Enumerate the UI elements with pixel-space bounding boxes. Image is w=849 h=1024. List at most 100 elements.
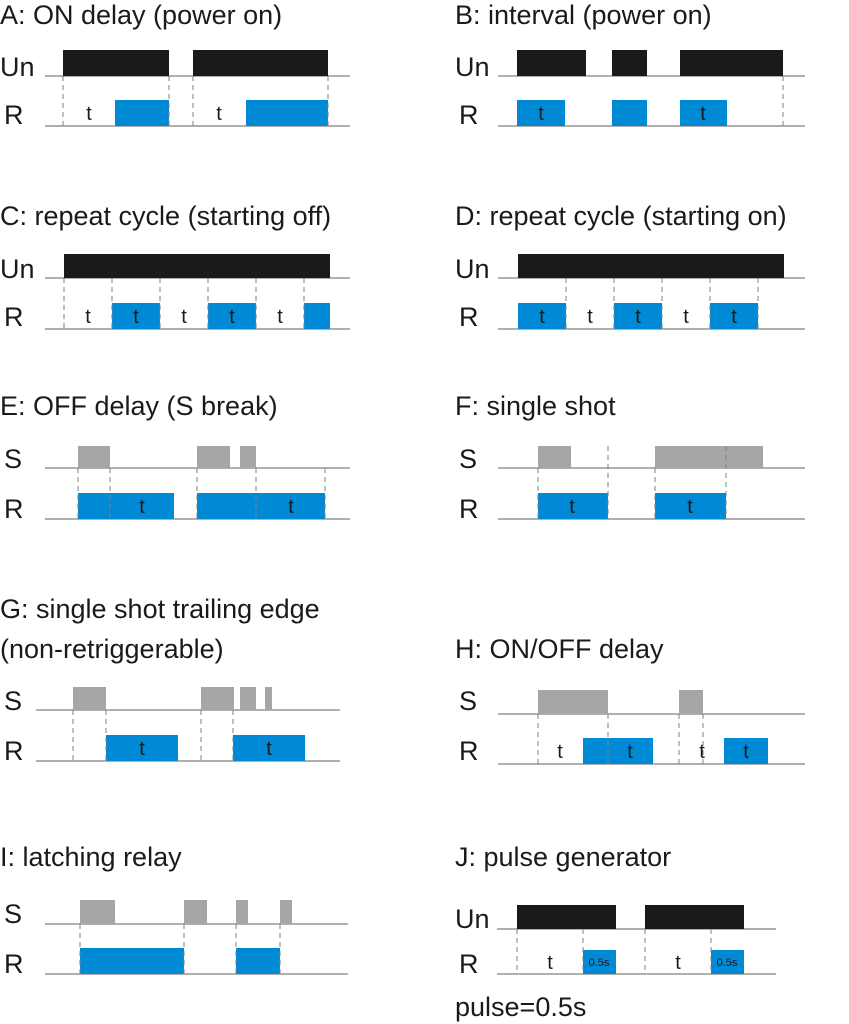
panel-i-s-pulse (280, 900, 292, 924)
panel-g-signal-s-label: S (4, 686, 22, 716)
panel-e-signal-r-label: R (4, 494, 24, 524)
panel-f-r-pulse (538, 493, 608, 519)
panel-f-time-label: t (687, 496, 693, 518)
panel-j-pulse-label: 0.5s (717, 957, 738, 969)
panel-h-time-label: t (699, 741, 705, 763)
panel-j-pulse-label: 0.5s (589, 957, 610, 969)
panel-e: E: OFF delay (S break) S R t t (0, 391, 350, 524)
panel-i: I: latching relay S R (0, 842, 348, 979)
panel-c-time-label: t (277, 306, 283, 328)
panel-g: G: single shot trailing edge (non-retrig… (0, 594, 340, 766)
panel-g-time-label: t (139, 738, 145, 760)
panel-f-signal-s-label: S (459, 444, 477, 474)
panel-j-r-pulse (711, 950, 744, 974)
panel-e-r-pulse (197, 493, 325, 519)
panel-b-r-pulse (680, 100, 727, 126)
panel-h-time-label: t (743, 741, 749, 763)
panel-g-s-pulse (265, 687, 272, 710)
panel-d-time-label: t (731, 306, 737, 328)
panel-d-un-pulse (518, 254, 784, 278)
panel-a-title: A: ON delay (power on) (0, 0, 282, 30)
panel-f-signal-r-label: R (459, 494, 479, 524)
panel-c-time-label: t (181, 306, 187, 328)
panel-d: D: repeat cycle (starting on) Un R t t t… (455, 201, 805, 332)
panel-a-signal-un-label: Un (0, 52, 35, 82)
panel-d-r-pulse (710, 303, 758, 329)
panel-h-signal-s-label: S (459, 686, 477, 716)
panel-i-r-pulse (80, 948, 184, 974)
panel-i-s-pulse (80, 900, 115, 924)
panel-f-s-pulse (655, 446, 763, 468)
panel-c-r-pulse (304, 303, 330, 329)
panel-h-s-pulse (679, 690, 703, 714)
panel-a-time-label: t (86, 103, 92, 125)
panel-f-s-pulse (538, 446, 571, 468)
panel-h-title: H: ON/OFF delay (455, 634, 664, 664)
panel-a-time-label: t (216, 103, 222, 125)
panel-d-title: D: repeat cycle (starting on) (455, 201, 787, 231)
panel-e-s-pulse (78, 446, 110, 468)
panel-a: A: ON delay (power on) Un R t t (0, 0, 350, 130)
panel-c: C: repeat cycle (starting off) Un R t t … (0, 201, 350, 332)
panel-b-signal-un-label: Un (455, 52, 490, 82)
panel-h-s-pulse (538, 690, 608, 714)
panel-e-signal-s-label: S (4, 444, 22, 474)
panel-b-title: B: interval (power on) (455, 0, 712, 30)
panel-d-time-label: t (683, 306, 689, 328)
panel-h-signal-r-label: R (459, 736, 479, 766)
panel-b-r-pulse (612, 100, 647, 126)
panel-d-time-label: t (635, 306, 641, 328)
panel-h-time-label: t (627, 741, 633, 763)
panel-b-signal-r-label: R (459, 100, 479, 130)
panel-g-time-label: t (266, 738, 272, 760)
panel-g-title: G: single shot trailing edge (0, 594, 320, 624)
panel-d-r-pulse (518, 303, 566, 329)
panel-b-time-label: t (700, 103, 706, 125)
panel-g-r-pulse (106, 735, 178, 761)
panel-b-un-pulse (612, 50, 647, 76)
panel-f: F: single shot S R t t (455, 391, 805, 524)
panel-c-title: C: repeat cycle (starting off) (0, 201, 331, 231)
panel-h: H: ON/OFF delay S R t t t t (455, 634, 805, 766)
panel-j-time-label: t (675, 952, 681, 974)
panel-f-r-pulse (655, 493, 726, 519)
panel-e-r-pulse (78, 493, 174, 519)
panel-e-time-label: t (288, 496, 294, 518)
panel-d-signal-un-label: Un (455, 254, 490, 284)
panel-c-r-pulse (208, 303, 256, 329)
panel-d-time-label: t (539, 306, 545, 328)
panel-j-un-pulse (645, 905, 744, 929)
panel-e-time-label: t (139, 496, 145, 518)
panel-e-title: E: OFF delay (S break) (0, 391, 278, 421)
panel-a-r-pulse (246, 100, 328, 126)
panel-h-r-pulse (583, 738, 653, 764)
panel-g-s-pulse (240, 687, 256, 710)
panel-b-un-pulse (680, 50, 783, 76)
panel-b: B: interval (power on) Un R t t (455, 0, 805, 130)
panel-e-s-pulse (240, 446, 256, 468)
panel-g-title-line2: (non-retriggerable) (0, 634, 224, 664)
panel-d-time-label: t (587, 306, 593, 328)
panel-f-time-label: t (569, 496, 575, 518)
panel-c-time-label: t (85, 306, 91, 328)
panel-c-time-label: t (133, 306, 139, 328)
panel-i-title: I: latching relay (0, 842, 182, 872)
panel-a-un-pulse (63, 50, 169, 76)
panel-j-r-pulse (583, 950, 616, 974)
panel-d-r-pulse (614, 303, 662, 329)
panel-i-s-pulse (184, 900, 207, 924)
panel-b-r-pulse (517, 100, 565, 126)
panel-j-un-pulse (517, 905, 616, 929)
panel-i-signal-r-label: R (4, 949, 24, 979)
panel-c-signal-r-label: R (4, 302, 24, 332)
panel-e-s-pulse (197, 446, 230, 468)
panel-d-signal-r-label: R (459, 302, 479, 332)
panel-h-r-pulse (724, 738, 768, 764)
panel-a-un-pulse (193, 50, 328, 76)
panel-c-time-label: t (229, 306, 235, 328)
panel-g-signal-r-label: R (4, 736, 24, 766)
panel-f-title: F: single shot (455, 391, 616, 421)
panel-b-time-label: t (538, 103, 544, 125)
panel-j-signal-un-label: Un (455, 904, 490, 934)
